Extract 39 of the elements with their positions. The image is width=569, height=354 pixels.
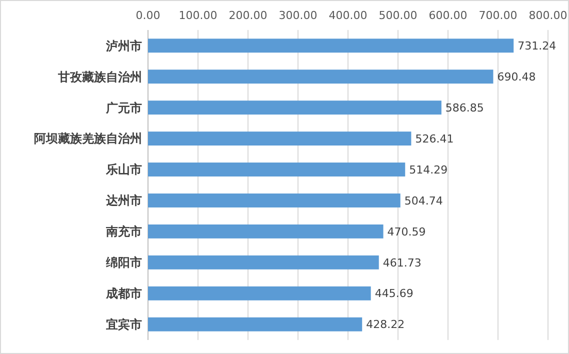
data-label: 690.48 (497, 70, 536, 84)
x-tick-label: 800.00 (528, 9, 568, 22)
y-tick-label: 乐山市 (105, 162, 142, 177)
y-tick-label: 甘孜藏族自治州 (57, 70, 142, 84)
bar (148, 286, 371, 300)
bar (148, 224, 384, 238)
x-tick-label: 700.00 (478, 9, 518, 22)
x-tick-label: 400.00 (328, 9, 368, 22)
y-tick-label: 阿坝藏族羌族自治州 (34, 132, 142, 146)
data-label: 428.22 (366, 318, 405, 332)
x-tick-label: 0.00 (136, 9, 160, 22)
y-tick-label: 成都市 (105, 286, 142, 301)
bar (148, 38, 514, 53)
data-label: 470.59 (387, 225, 426, 238)
y-tick-label: 泸州市 (105, 38, 142, 53)
bar (148, 132, 412, 146)
bar (148, 70, 494, 84)
x-tick-label: 300.00 (278, 9, 318, 22)
y-tick-label: 南充市 (105, 224, 142, 239)
bar (148, 255, 379, 270)
bar (148, 162, 406, 176)
x-tick-label: 600.00 (428, 9, 468, 22)
x-tick-label: 100.00 (178, 9, 218, 22)
y-tick-label: 绵阳市 (105, 256, 142, 270)
data-label: 586.85 (445, 101, 484, 114)
data-label: 526.41 (415, 132, 454, 146)
data-label: 504.74 (404, 194, 443, 208)
bar (148, 317, 362, 332)
data-label: 461.73 (382, 256, 422, 270)
bar (148, 194, 400, 208)
x-tick-label: 200.00 (228, 9, 268, 22)
y-tick-label: 宜宾市 (106, 318, 142, 332)
data-label: 514.29 (409, 163, 448, 176)
data-label: 731.24 (518, 39, 556, 52)
data-label: 445.69 (374, 287, 414, 300)
x-tick-label: 500.00 (378, 9, 418, 22)
bar (148, 100, 442, 115)
y-tick-label: 达州市 (105, 194, 142, 208)
y-tick-label: 广元市 (105, 100, 142, 115)
